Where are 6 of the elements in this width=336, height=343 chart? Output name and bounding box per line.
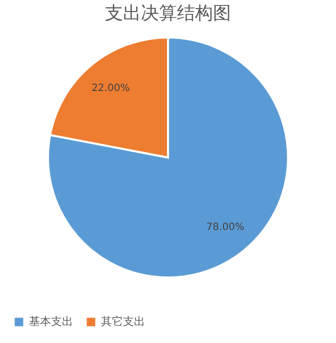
legend-label: 基本支出 <box>29 315 73 328</box>
pie-slice <box>47 36 289 278</box>
legend-label: 其它支出 <box>101 315 145 328</box>
data-label: 78.00% <box>206 222 244 233</box>
chart-title: 支出决算结构图 <box>105 3 231 24</box>
data-label: 22.00% <box>92 83 130 94</box>
